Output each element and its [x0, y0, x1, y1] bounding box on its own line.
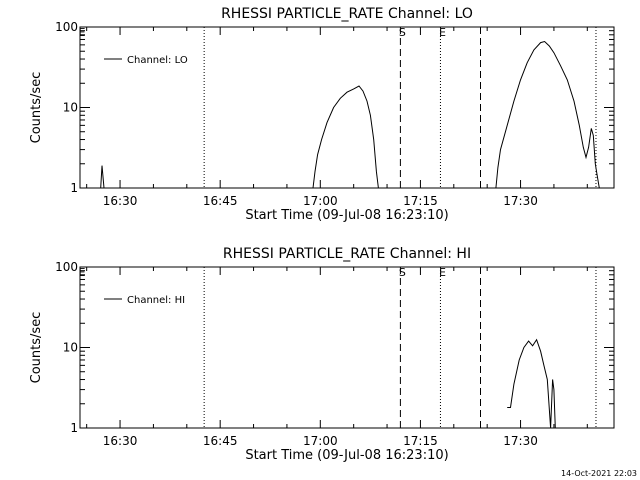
series-group [507, 338, 556, 428]
event-marker-label: E [439, 26, 446, 39]
x-tick-label: 16:45 [203, 194, 238, 208]
y-axis-label: Counts/sec [29, 312, 44, 384]
x-tick-label: 17:00 [303, 194, 338, 208]
event-marker-label: S [399, 26, 406, 39]
chart-panel-lo: RHESSI PARTICLE_RATE Channel: LO 16:30 16:… [29, 6, 615, 223]
x-tick-label: 16:45 [203, 434, 238, 448]
series-line [507, 338, 556, 428]
chart-panel-hi: RHESSI PARTICLE_RATE Channel: HI 16:30 16:… [29, 246, 615, 463]
plot-frame [79, 266, 615, 429]
x-axis-label: Start Time (09-Jul-08 16:23:10) [245, 208, 448, 223]
series-line [100, 165, 105, 188]
x-tick-label: 17:15 [403, 194, 438, 208]
x-tick-label: 17:15 [403, 434, 438, 448]
x-tick-label: 17:30 [503, 194, 538, 208]
x-axis-label: Start Time (09-Jul-08 16:23:10) [245, 448, 448, 463]
event-marker-label: E [439, 266, 446, 279]
y-tick-label: 1 [70, 181, 78, 195]
series-group [100, 40, 600, 188]
y-axis-label: Counts/sec [29, 72, 44, 144]
y-tick-label: 10 [63, 341, 78, 355]
event-marker-label: E [79, 26, 86, 39]
y-tick-label: 10 [63, 101, 78, 115]
render-timestamp: 14-Oct-2021 22:03 [561, 469, 637, 478]
series-line [495, 40, 600, 188]
series-line [312, 85, 379, 188]
y-tick-label: 100 [55, 20, 78, 34]
y-tick-label: 100 [55, 260, 78, 274]
x-tick-label: 16:30 [103, 194, 138, 208]
x-tick-label: 16:30 [103, 434, 138, 448]
chart-title: RHESSI PARTICLE_RATE Channel: HI [223, 246, 471, 262]
legend-label: Channel: HI [127, 295, 185, 306]
event-marker-label: E [79, 266, 86, 279]
legend-label: Channel: LO [127, 55, 188, 66]
event-marker-label: S [399, 266, 406, 279]
chart-title: RHESSI PARTICLE_RATE Channel: LO [221, 6, 473, 22]
x-tick-label: 17:00 [303, 434, 338, 448]
x-tick-label: 17:30 [503, 434, 538, 448]
plot-frame [79, 26, 615, 189]
y-tick-label: 1 [70, 421, 78, 435]
